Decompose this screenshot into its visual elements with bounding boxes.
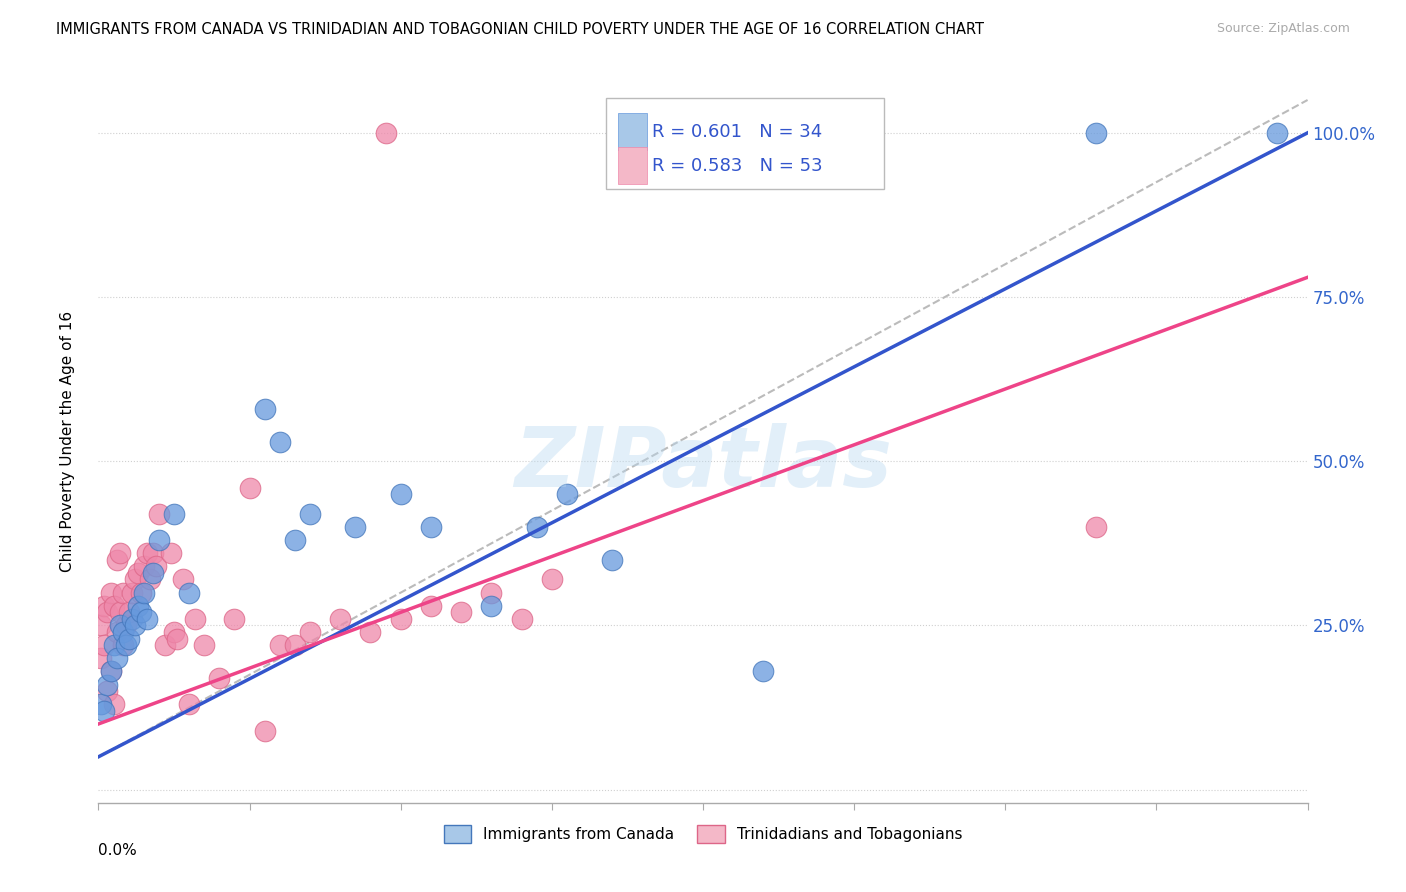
Point bbox=[208, 671, 231, 685]
Text: R = 0.583   N = 53: R = 0.583 N = 53 bbox=[652, 156, 823, 175]
Point bbox=[153, 638, 176, 652]
Text: R = 0.601   N = 34: R = 0.601 N = 34 bbox=[652, 122, 823, 141]
Point bbox=[179, 585, 201, 599]
Point bbox=[93, 704, 115, 718]
Text: ZIPatlas: ZIPatlas bbox=[515, 423, 891, 504]
Point bbox=[179, 698, 201, 712]
Point bbox=[160, 546, 183, 560]
Point bbox=[148, 533, 170, 547]
Point bbox=[166, 632, 188, 646]
Point bbox=[132, 559, 155, 574]
Point bbox=[389, 487, 412, 501]
Point bbox=[1085, 126, 1108, 140]
Text: IMMIGRANTS FROM CANADA VS TRINIDADIAN AND TOBAGONIAN CHILD POVERTY UNDER THE AGE: IMMIGRANTS FROM CANADA VS TRINIDADIAN AN… bbox=[56, 22, 984, 37]
Point bbox=[108, 546, 131, 560]
Point bbox=[269, 638, 291, 652]
Point bbox=[360, 625, 382, 640]
Point bbox=[111, 638, 134, 652]
Point bbox=[127, 599, 149, 613]
Point bbox=[118, 632, 141, 646]
Point bbox=[96, 605, 118, 619]
Point bbox=[145, 559, 167, 574]
Point bbox=[481, 585, 503, 599]
Point bbox=[184, 612, 207, 626]
Point bbox=[100, 665, 122, 679]
Point bbox=[239, 481, 262, 495]
FancyBboxPatch shape bbox=[619, 147, 647, 185]
Point bbox=[148, 507, 170, 521]
Point bbox=[253, 401, 276, 416]
Point bbox=[481, 599, 503, 613]
Point bbox=[100, 665, 122, 679]
Point bbox=[114, 618, 136, 632]
Point bbox=[142, 546, 165, 560]
Point bbox=[269, 434, 291, 449]
Point bbox=[526, 520, 548, 534]
FancyBboxPatch shape bbox=[619, 112, 647, 151]
Point bbox=[129, 585, 152, 599]
Point bbox=[420, 599, 443, 613]
Point bbox=[114, 638, 136, 652]
Point bbox=[127, 566, 149, 580]
Point bbox=[555, 487, 578, 501]
Point bbox=[284, 533, 307, 547]
Point bbox=[124, 573, 146, 587]
Y-axis label: Child Poverty Under the Age of 16: Child Poverty Under the Age of 16 bbox=[60, 311, 75, 572]
Point bbox=[132, 585, 155, 599]
Point bbox=[420, 520, 443, 534]
Point bbox=[374, 126, 396, 140]
Point bbox=[344, 520, 367, 534]
Point bbox=[1267, 126, 1289, 140]
Point bbox=[90, 698, 112, 712]
Point bbox=[105, 553, 128, 567]
Point bbox=[103, 698, 125, 712]
Point bbox=[108, 605, 131, 619]
Point bbox=[540, 573, 562, 587]
Point bbox=[450, 605, 472, 619]
Point bbox=[139, 573, 162, 587]
Point bbox=[193, 638, 215, 652]
Point bbox=[105, 651, 128, 665]
Point bbox=[129, 605, 152, 619]
Point bbox=[103, 599, 125, 613]
Point bbox=[602, 553, 624, 567]
Point bbox=[118, 605, 141, 619]
Point bbox=[105, 625, 128, 640]
Point bbox=[299, 507, 322, 521]
Point bbox=[121, 585, 143, 599]
Legend: Immigrants from Canada, Trinidadians and Tobagonians: Immigrants from Canada, Trinidadians and… bbox=[437, 819, 969, 849]
Point bbox=[90, 618, 112, 632]
Point bbox=[100, 585, 122, 599]
Point bbox=[93, 638, 115, 652]
Point bbox=[1085, 520, 1108, 534]
Point bbox=[752, 665, 775, 679]
Text: 0.0%: 0.0% bbox=[98, 843, 138, 857]
Point bbox=[135, 612, 157, 626]
Point bbox=[111, 625, 134, 640]
Point bbox=[96, 684, 118, 698]
Point bbox=[96, 677, 118, 691]
Point bbox=[111, 585, 134, 599]
Point bbox=[93, 599, 115, 613]
Point bbox=[108, 618, 131, 632]
Point bbox=[121, 612, 143, 626]
Point bbox=[299, 625, 322, 640]
Point bbox=[103, 638, 125, 652]
Point bbox=[163, 625, 186, 640]
Point bbox=[142, 566, 165, 580]
Text: Source: ZipAtlas.com: Source: ZipAtlas.com bbox=[1216, 22, 1350, 36]
Point bbox=[224, 612, 246, 626]
Point bbox=[90, 651, 112, 665]
Point bbox=[510, 612, 533, 626]
Point bbox=[135, 546, 157, 560]
Point bbox=[172, 573, 194, 587]
Point bbox=[253, 723, 276, 738]
Point bbox=[124, 618, 146, 632]
Point bbox=[163, 507, 186, 521]
Point bbox=[284, 638, 307, 652]
FancyBboxPatch shape bbox=[606, 98, 884, 189]
Point bbox=[389, 612, 412, 626]
Point bbox=[329, 612, 352, 626]
